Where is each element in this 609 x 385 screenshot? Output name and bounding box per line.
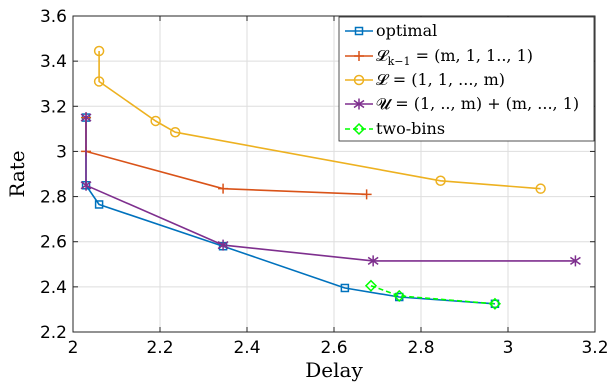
data-point	[80, 179, 92, 191]
legend-label-u-full: 𝓤 = (1, .., m) + (m, ..., 1)	[376, 94, 579, 113]
data-point	[364, 279, 378, 292]
tick-labels: 2 2.2 2.4 2.6 2.8 3 3.22.22.42.62.833.23.43.6	[40, 7, 609, 358]
legend-label-l-k-minus-1: 𝓛k−1 = (m, 1, 1.., 1)	[376, 46, 533, 68]
y-tick-label: 3.6	[40, 7, 67, 27]
data-point	[535, 183, 546, 194]
legend-marker-diamond	[352, 122, 366, 136]
series-two-bins	[364, 279, 502, 310]
data-point	[488, 297, 502, 310]
data-point	[150, 115, 161, 127]
y-tick-label: 2.4	[40, 278, 67, 298]
series-line	[370, 284, 495, 305]
data-point	[93, 45, 105, 57]
legend-item-two-bins: two-bins	[345, 119, 445, 138]
legend-marker-asterisk	[353, 98, 365, 110]
x-tick-label: 2.4	[233, 338, 260, 358]
legend-item-l-k-minus-1: 𝓛k−1 = (m, 1, 1.., 1)	[345, 46, 533, 68]
legend-label-two-bins: two-bins	[376, 119, 445, 138]
y-tick-label: 2.6	[40, 233, 67, 253]
x-tick-label: 2	[68, 338, 79, 358]
y-tick-label: 3	[56, 142, 67, 162]
legend: optimal 𝓛k−1 = (m, 1, 1.., 1) 𝓛 = (1, 1,…	[338, 16, 595, 142]
data-point	[340, 283, 350, 293]
data-point	[569, 255, 581, 267]
data-point	[218, 183, 229, 194]
y-tick-label: 3.4	[40, 52, 67, 72]
series-l-1-1-m	[93, 45, 546, 194]
series-layer	[80, 45, 581, 310]
series-u-1-m-m-1	[80, 112, 581, 267]
legend-label-l-full: 𝓛 = (1, 1, ..., m)	[376, 70, 505, 89]
legend-marker-square	[354, 26, 364, 36]
data-point	[361, 189, 372, 200]
legend-item-u-full: 𝓤 = (1, .., m) + (m, ..., 1)	[345, 94, 579, 113]
x-tick-label: 2.8	[407, 338, 434, 358]
x-tick-label: 3.2	[581, 338, 608, 358]
x-tick-label: 3	[503, 338, 514, 358]
data-point	[367, 255, 379, 267]
legend-marker-circle	[353, 74, 365, 86]
data-point	[217, 239, 229, 251]
data-point	[435, 175, 446, 187]
y-tick-label: 2.2	[40, 323, 67, 343]
legend-marker-plus	[354, 51, 364, 61]
data-point	[169, 126, 181, 138]
legend-box	[338, 16, 595, 142]
x-tick-label: 2.2	[146, 338, 173, 358]
legend-label-optimal: optimal	[376, 21, 437, 40]
legend-item-l-full: 𝓛 = (1, 1, ..., m)	[345, 70, 505, 89]
y-axis-label: Rate	[5, 150, 29, 197]
x-axis-label: Delay	[305, 358, 363, 382]
y-tick-label: 2.8	[40, 188, 67, 208]
legend-item-optimal: optimal	[345, 21, 437, 40]
data-point	[80, 112, 92, 124]
y-tick-label: 3.2	[40, 97, 67, 117]
x-tick-label: 2.6	[320, 338, 347, 358]
data-point	[93, 76, 105, 87]
data-point	[393, 289, 406, 302]
data-point	[94, 200, 104, 209]
